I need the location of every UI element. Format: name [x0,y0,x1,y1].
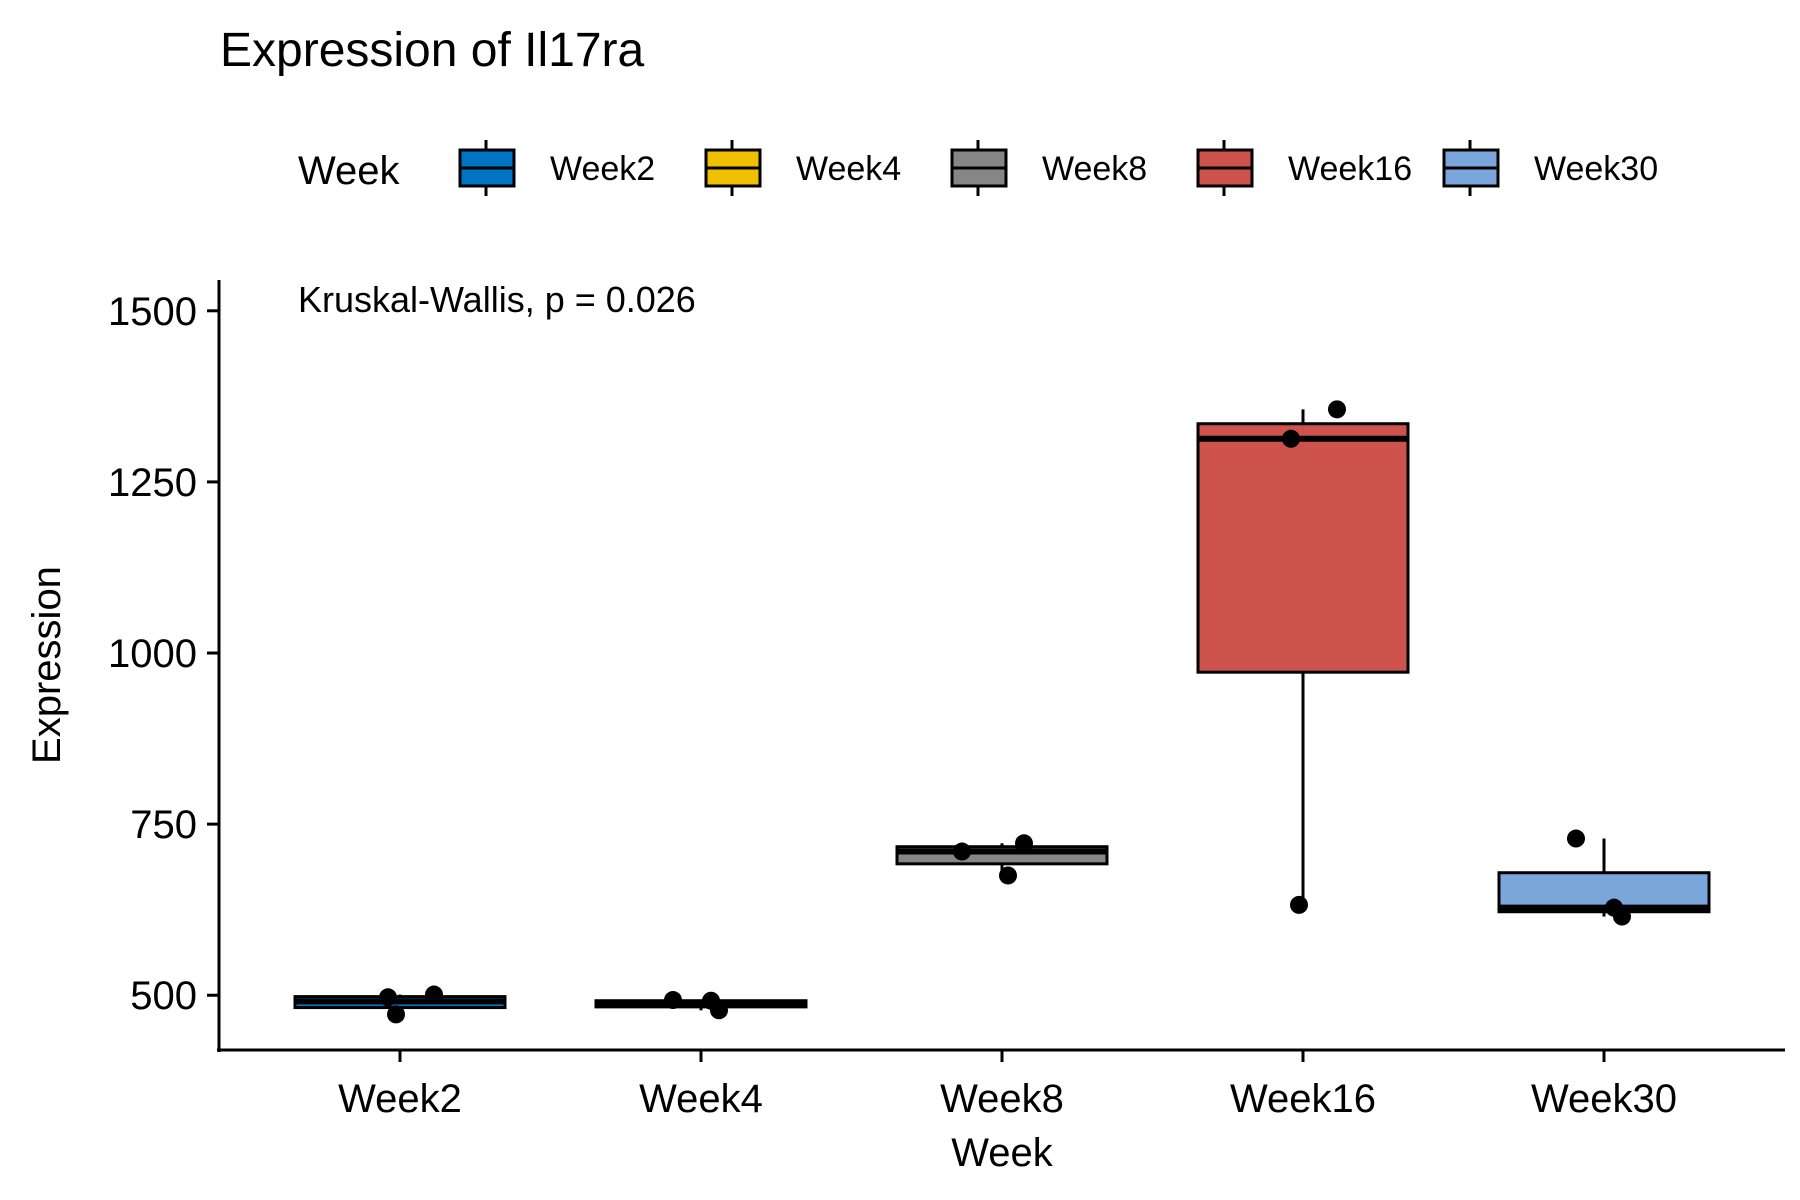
data-point [379,988,397,1007]
x-tick-label: Week4 [639,1077,763,1121]
data-point [953,842,971,861]
x-tick-label: Week16 [1230,1077,1376,1121]
box-body [1196,422,1410,674]
data-point [1015,834,1033,853]
legend-title: Week [298,149,401,193]
data-point [1567,829,1585,848]
box-week16 [1196,409,1410,905]
data-point [999,866,1017,885]
chart-title: Expression of Il17ra [220,24,645,77]
legend-item-week30: Week30 [1442,140,1658,196]
data-point [664,991,682,1010]
legend-label: Week4 [796,150,901,188]
x-tick-label: Week8 [940,1077,1064,1121]
box-week8 [895,843,1109,876]
data-point [1328,400,1346,419]
data-point [425,985,443,1004]
data-point [1290,895,1308,914]
x-tick-label: Week2 [338,1077,462,1121]
y-tick-label: 1500 [108,290,197,334]
legend-label: Week8 [1042,150,1147,188]
y-tick-label: 500 [130,974,197,1018]
legend-label: Week16 [1288,150,1412,188]
x-tick-label: Week30 [1531,1077,1677,1121]
data-point [387,1005,405,1024]
legend-label: Week2 [550,150,655,188]
legend-label: Week30 [1534,150,1658,188]
legend-item-week4: Week4 [704,140,901,196]
y-axis-label: Expression [25,566,69,764]
data-point [1282,429,1300,448]
box-week30 [1497,838,1711,917]
data-point [1613,907,1631,926]
data-point [710,1001,728,1020]
x-axis-label: Week [951,1131,1054,1175]
legend-item-week16: Week16 [1196,140,1412,196]
legend: Week Week2 Week4 Week8 Week16 Week30 [298,140,1658,196]
legend-item-week8: Week8 [950,140,1147,196]
plot-area: 500 750 1000 1250 1500 Week2 Week4 Week8 Week16 W… [108,280,1785,1121]
y-tick-label: 1000 [108,632,197,676]
y-tick-label: 750 [130,803,197,847]
test-annotation: Kruskal-Wallis, p = 0.026 [298,279,696,320]
y-tick-label: 1250 [108,461,197,505]
legend-item-week2: Week2 [458,140,655,196]
box-week4 [594,999,808,1011]
